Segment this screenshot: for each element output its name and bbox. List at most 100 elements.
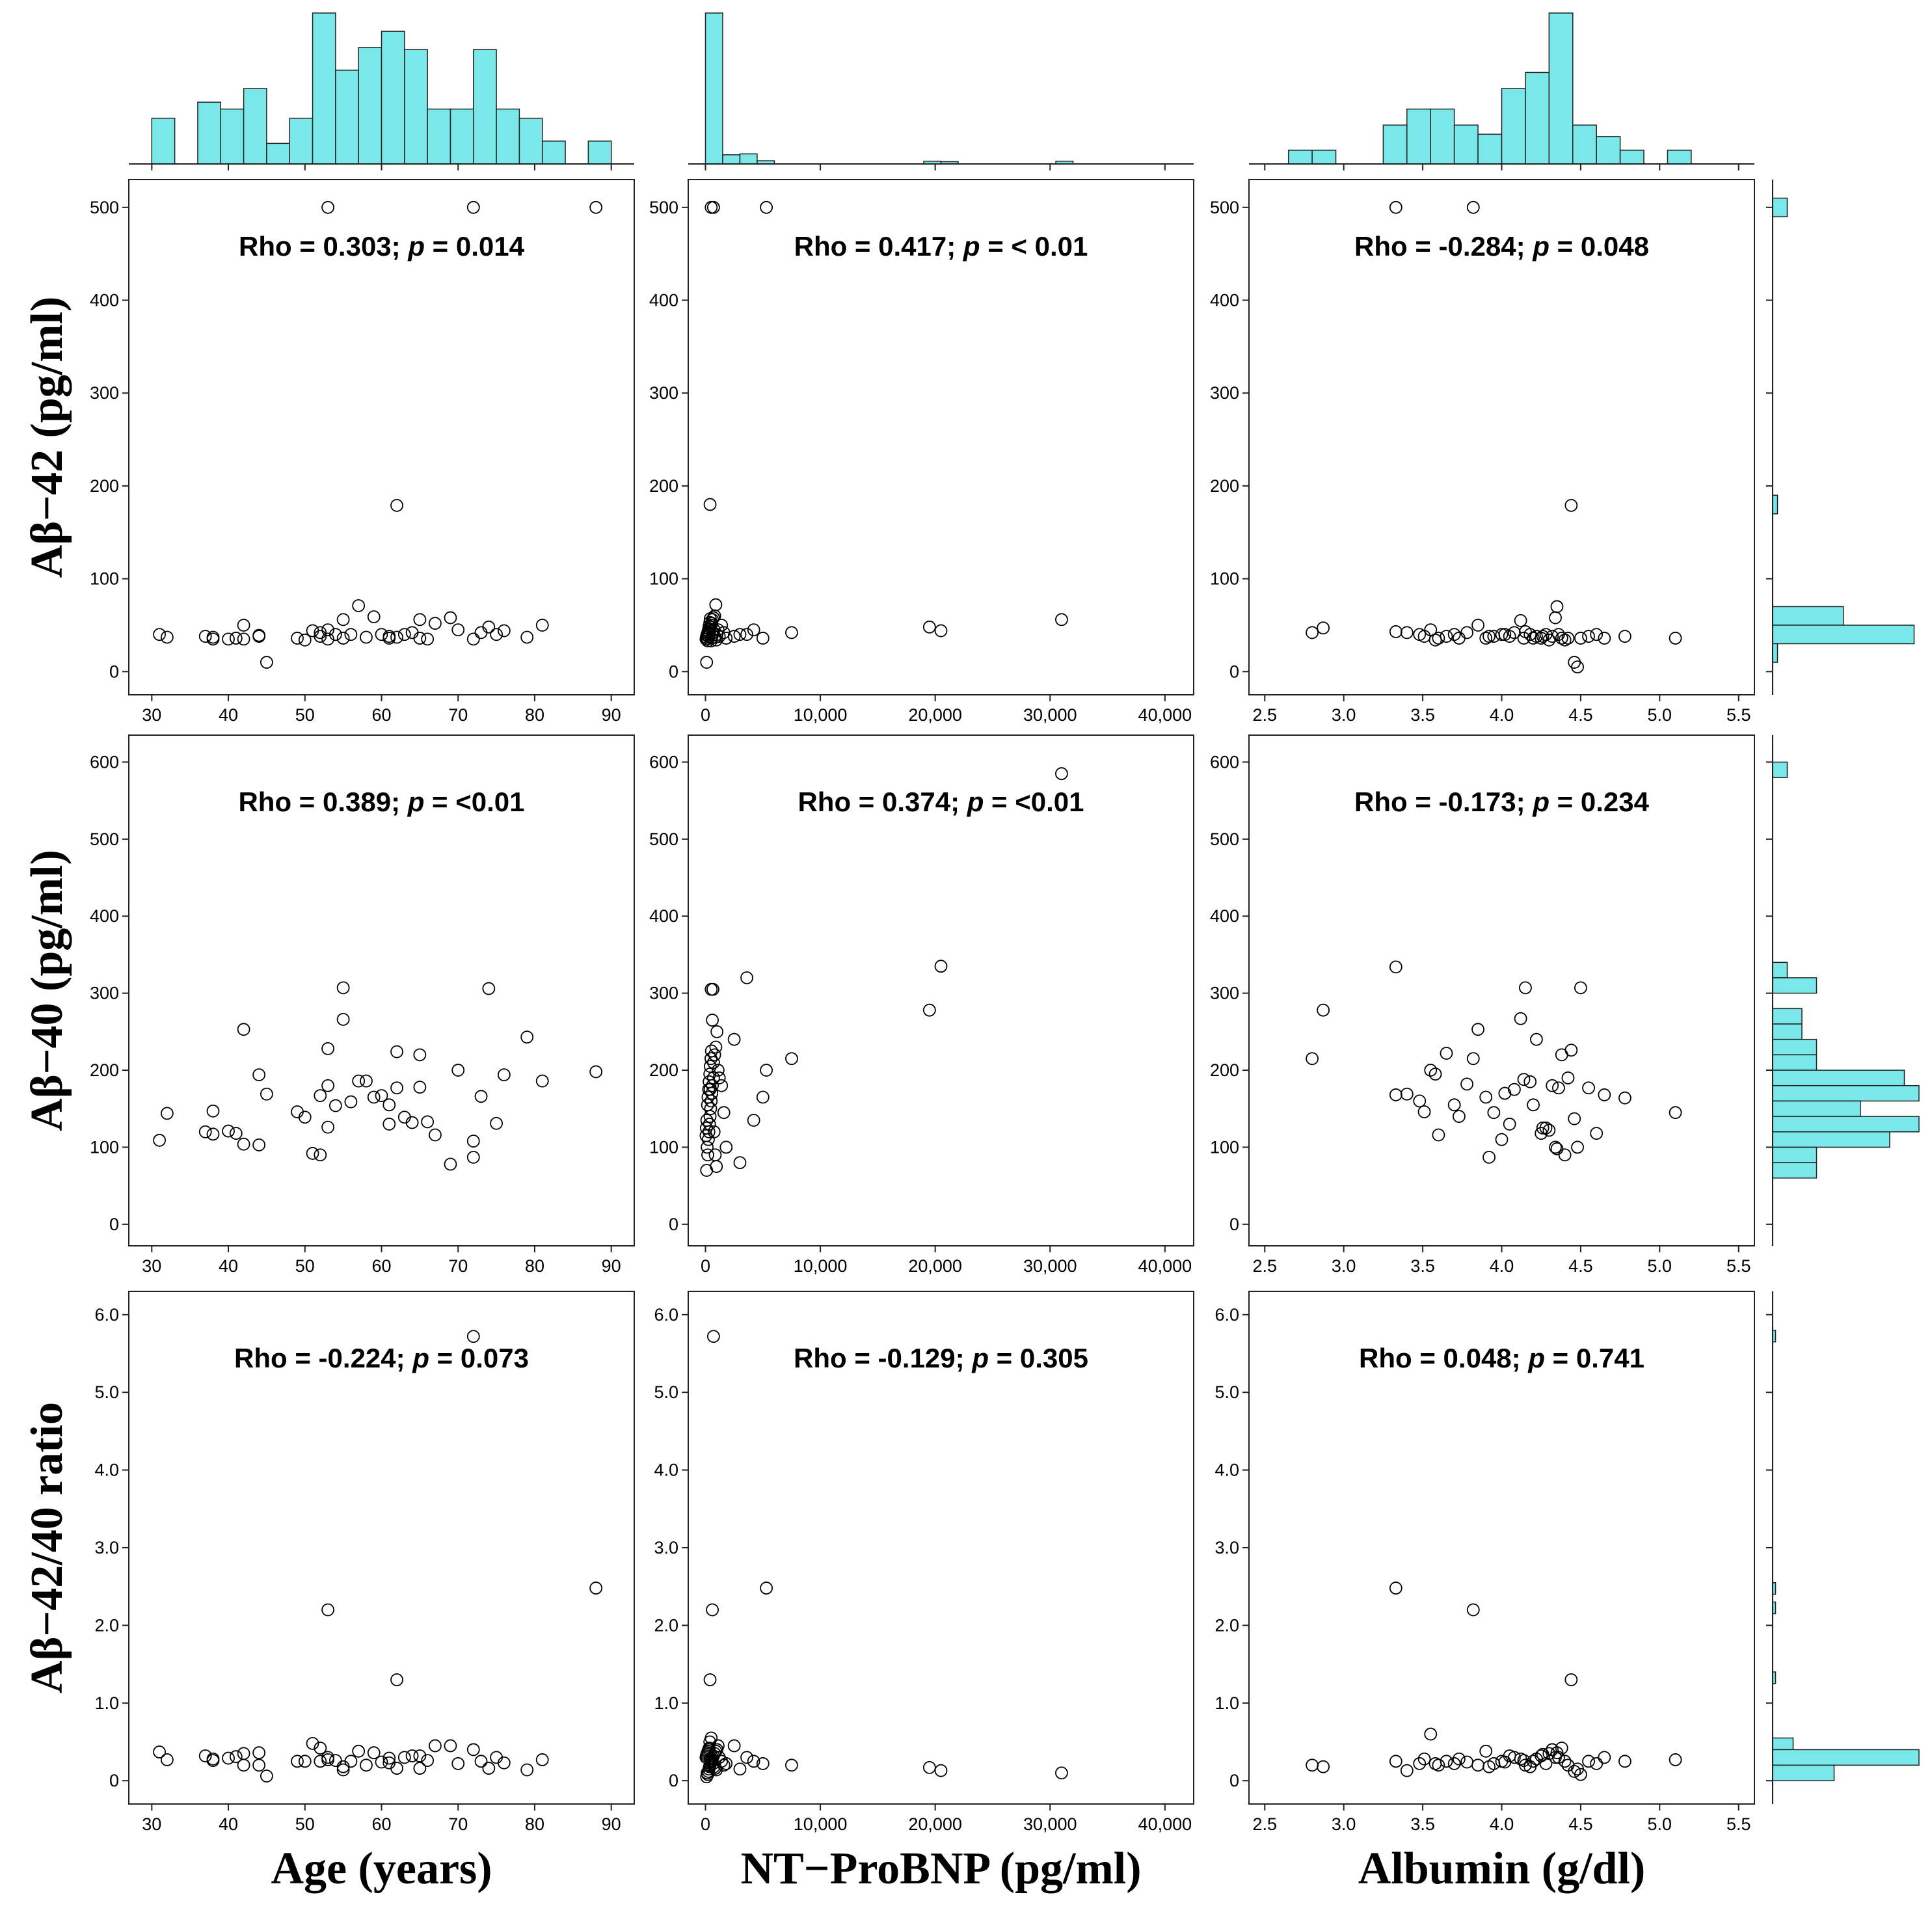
data-point [222,1751,235,1765]
data-point [1483,1760,1496,1773]
data-point [699,1129,713,1142]
data-point [1498,628,1512,641]
panel-r1-c3: 0 100 200 300 400 500 2.5 3.0 3.5 4.0 4.5 5.0 5.5 Rho… [1210,179,1755,725]
data-point [703,1742,716,1755]
x-tick-label: 80 [525,1814,544,1834]
panel-frame [688,179,1194,695]
x-tick-label: 70 [448,705,468,725]
data-point [1590,1757,1603,1770]
x-tick-label: 2.5 [1253,705,1278,725]
data-point [1460,1077,1473,1091]
data-point [1447,1757,1461,1770]
data-point [719,1757,733,1770]
data-point [1536,630,1550,643]
y-tick-label: 500 [649,198,678,217]
data-point [1306,626,1319,640]
data-point [717,1106,731,1120]
x-tick-label: 3.0 [1332,1256,1356,1276]
data-point [1424,1064,1438,1077]
x-tick-label: 0 [701,705,710,725]
p-symbol: p [967,787,984,817]
rho-text: Rho = -0.173; [1354,787,1533,817]
data-point [1582,1081,1595,1095]
data-point [444,1157,457,1171]
data-point [260,1087,273,1101]
data-point [390,1762,403,1775]
y-tick-label: 0 [669,662,678,681]
data-point [1413,1757,1427,1770]
data-point [706,1014,719,1027]
histogram-bar [1772,977,1818,994]
data-point [747,623,760,637]
data-point [733,1762,747,1776]
y-axis-label-1: Aβ−42 (pg/ml) [22,297,72,578]
data-point [1546,1079,1559,1092]
y-tick-label: 200 [90,476,119,496]
data-point [1618,1091,1631,1105]
histogram-bar [1772,606,1844,626]
data-point [747,1755,760,1768]
data-point [785,1758,798,1772]
histogram-bar [1596,136,1621,165]
p-value-text: = 0.048 [1550,231,1649,262]
data-point [700,1770,714,1784]
histogram-bar [1772,643,1778,663]
data-point [206,1127,220,1141]
data-point [336,632,350,645]
y-tick-label: 200 [1210,476,1239,496]
x-tick-label: 80 [525,1256,544,1276]
histogram-bar [1772,1084,1920,1102]
histogram-bar [587,141,612,165]
y-tick-label: 500 [90,829,119,849]
data-point [706,1603,719,1617]
x-tick-label: 3.0 [1332,705,1356,725]
y-tick-label: 300 [90,984,119,1003]
data-point [298,1111,312,1124]
histogram-bar [335,70,359,165]
histogram-bar [704,12,723,165]
data-point [1530,1032,1543,1046]
x-tick-label: 40 [219,1256,238,1276]
y-tick-label: 300 [649,383,678,403]
data-point [229,1750,243,1764]
data-point [397,628,411,641]
data-point [466,632,480,646]
data-point [1555,632,1568,645]
data-point [760,200,773,214]
data-point [429,617,442,630]
data-point [1389,960,1402,974]
data-point [198,1125,212,1138]
data-point [444,611,457,625]
data-point [314,1148,327,1162]
data-point [1564,1673,1578,1686]
panel-frame [128,734,635,1246]
data-point [1487,1106,1501,1120]
histogram-bar [1453,124,1479,165]
y-tick-label: 3.0 [94,1538,119,1557]
histogram-bar [739,153,758,165]
data-point [413,1762,427,1775]
data-point [291,1755,304,1768]
data-point [390,1045,403,1058]
data-point [1389,1582,1402,1595]
x-tick-label: 40 [219,705,238,725]
data-point [1055,1766,1068,1780]
data-point [719,632,733,645]
data-point [336,981,350,995]
data-point [1447,628,1461,641]
rho-text: Rho = -0.224; [234,1343,412,1373]
correlation-annotation: Rho = -0.173; p = 0.234 [1354,787,1650,817]
data-point [710,1025,724,1038]
data-point [700,1121,713,1135]
data-point [1317,1003,1330,1017]
data-point [1466,1052,1480,1066]
data-point [252,630,266,643]
y-tick-label: 0 [669,1771,678,1790]
data-point [413,1048,427,1062]
data-point [1519,981,1532,995]
y-tick-label: 0 [109,1771,119,1790]
data-point [397,1751,411,1764]
data-point [535,1074,549,1088]
data-point [1598,1751,1611,1764]
data-point [429,1739,442,1753]
